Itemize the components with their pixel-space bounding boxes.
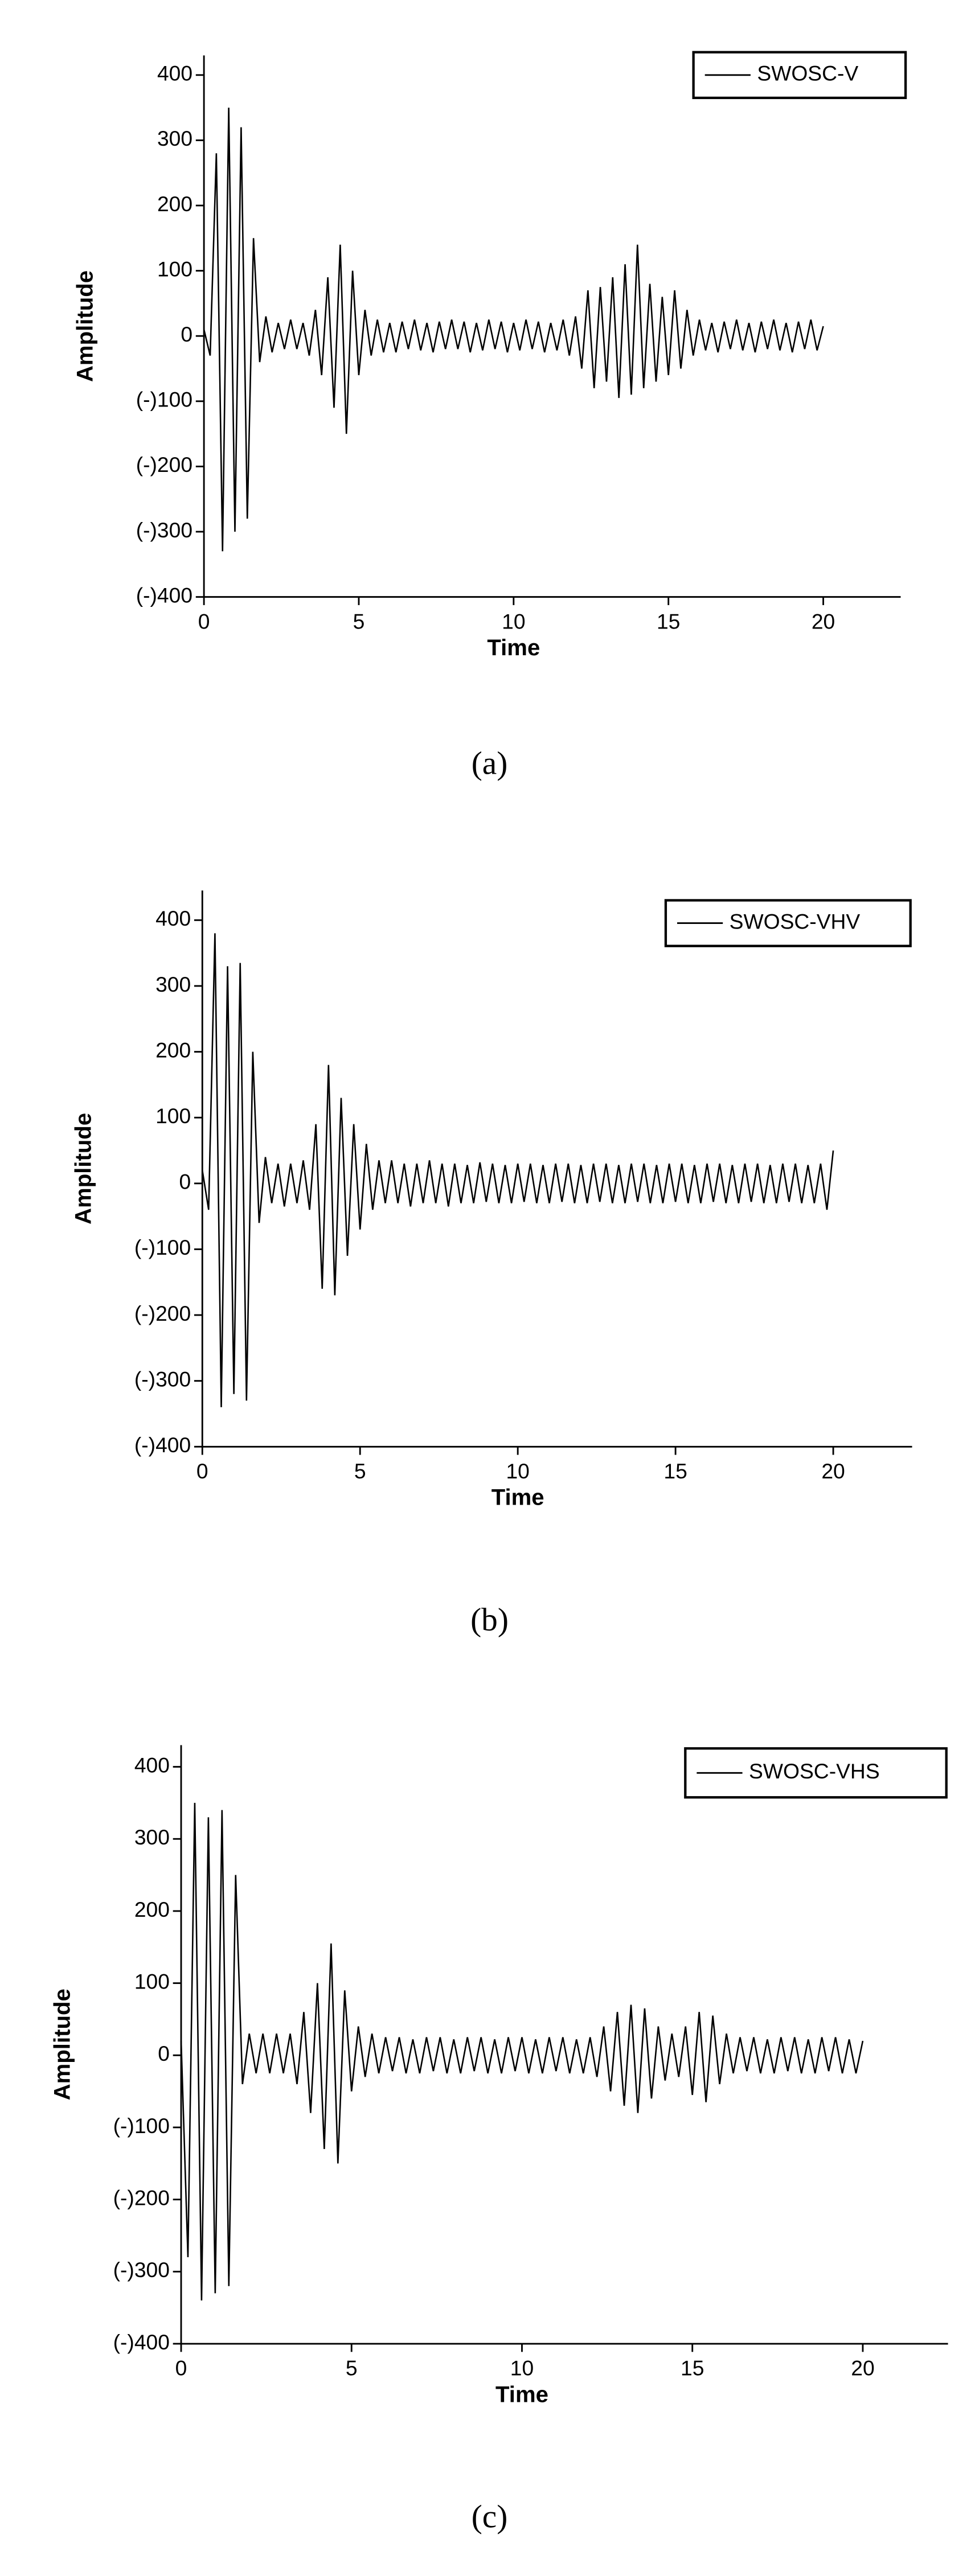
y-tick-label: 200 [157,192,192,216]
y-tick-label: 200 [155,1038,191,1062]
x-tick-label: 10 [502,609,525,633]
y-tick-label: 100 [155,1104,191,1128]
y-tick-label: 400 [157,61,192,85]
y-tick-label: (-)200 [136,453,192,476]
x-tick-label: 15 [663,1459,687,1483]
y-axis-label: Amplitude [71,1113,96,1225]
y-tick-label: (-)100 [136,388,192,412]
y-tick-label: 300 [134,1825,170,1849]
x-tick-label: 15 [657,609,680,633]
y-tick-label: 400 [134,1753,170,1777]
x-tick-label: 0 [196,1459,208,1483]
signal-line [180,1802,864,2301]
x-tick-label: 10 [506,1459,529,1483]
x-tick-label: 0 [198,609,210,633]
caption: (b) [470,1602,509,1638]
x-axis-label: Time [491,1485,544,1510]
y-tick-label: 300 [157,126,192,150]
x-tick-label: 20 [821,1459,845,1483]
legend-label: SWOSC-VHV [730,909,861,933]
y-tick-label: 100 [157,257,192,281]
y-tick-label: (-)200 [113,2185,170,2209]
y-axis-label: Amplitude [72,270,97,382]
x-tick-label: 20 [851,2356,874,2380]
y-tick-label: (-)100 [113,2114,170,2138]
y-tick-label: 100 [134,1969,170,1993]
legend-label: SWOSC-V [757,61,858,85]
y-tick-label: (-)400 [113,2330,170,2354]
y-tick-label: 0 [181,322,192,346]
y-tick-label: 200 [134,1897,170,1921]
x-tick-label: 15 [681,2356,704,2380]
caption: (a) [472,746,508,782]
y-tick-label: (-)300 [136,518,192,542]
legend-label: SWOSC-VHS [749,1759,880,1783]
x-tick-label: 5 [353,609,365,633]
x-axis-label: Time [487,635,540,660]
x-tick-label: 20 [812,609,835,633]
signal-line [203,108,824,552]
x-tick-label: 0 [175,2356,187,2380]
signal-line [201,933,834,1407]
x-tick-label: 5 [354,1459,366,1483]
y-tick-label: (-)400 [136,583,192,607]
x-tick-label: 10 [510,2356,534,2380]
y-tick-label: 400 [155,906,191,930]
y-tick-label: 300 [155,972,191,996]
x-tick-label: 5 [346,2356,358,2380]
y-tick-label: 0 [158,2041,170,2065]
caption: (c) [472,2499,508,2535]
y-tick-label: 0 [179,1170,191,1194]
x-axis-label: Time [495,2382,548,2407]
y-tick-label: (-)200 [134,1301,191,1325]
y-tick-label: (-)300 [134,1367,191,1391]
y-axis-label: Amplitude [50,1989,75,2100]
y-tick-label: (-)300 [113,2258,170,2282]
y-tick-label: (-)100 [134,1235,191,1259]
y-tick-label: (-)400 [134,1433,191,1457]
